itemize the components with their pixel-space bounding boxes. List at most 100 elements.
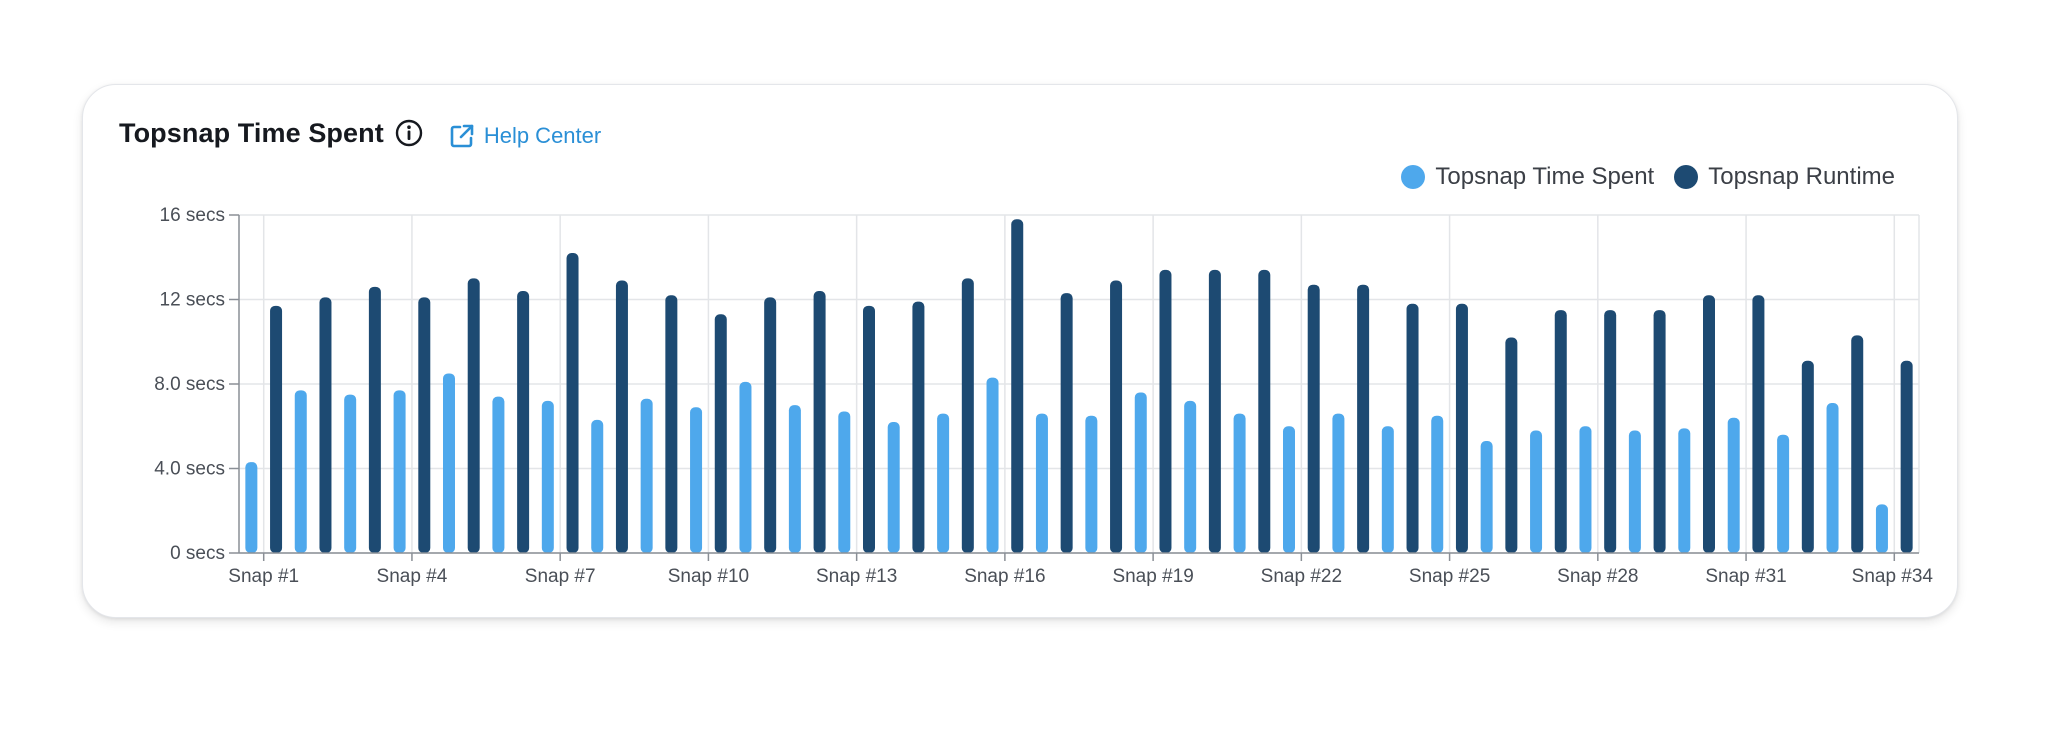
- bar-topsnap-runtime-29: [1653, 310, 1666, 553]
- bar-topsnap-time-spent-31: [1727, 417, 1740, 553]
- bar-topsnap-runtime-21: [1258, 269, 1271, 553]
- bar-topsnap-runtime-23: [1357, 284, 1370, 553]
- bar-topsnap-runtime-16: [1011, 219, 1024, 553]
- bar-topsnap-time-spent-17: [1035, 413, 1048, 553]
- bar-topsnap-time-spent-21: [1233, 413, 1246, 553]
- bar-topsnap-runtime-30: [1703, 295, 1715, 553]
- bar-topsnap-runtime-4: [418, 297, 431, 553]
- bar-topsnap-time-spent-29: [1628, 430, 1641, 553]
- help-center-link[interactable]: Help Center: [448, 122, 601, 150]
- x-tick-label: Snap #13: [816, 566, 897, 587]
- chart-card: Topsnap Time Spent Help Center Topsnap T…: [82, 84, 1958, 618]
- x-tick-label: Snap #22: [1261, 566, 1342, 587]
- bar-topsnap-time-spent-22: [1283, 426, 1295, 553]
- bar-topsnap-time-spent-1: [245, 462, 258, 553]
- legend-item-time-spent[interactable]: Topsnap Time Spent: [1401, 163, 1654, 191]
- bar-topsnap-runtime-28: [1604, 310, 1617, 553]
- bar-topsnap-runtime-33: [1851, 335, 1864, 553]
- bar-topsnap-time-spent-18: [1085, 415, 1098, 553]
- legend-item-runtime[interactable]: Topsnap Runtime: [1674, 163, 1895, 191]
- y-tick-label: 8.0 secs: [154, 374, 225, 395]
- card-header: Topsnap Time Spent Help Center: [119, 111, 601, 155]
- external-link-icon: [448, 122, 476, 150]
- bar-topsnap-runtime-19: [1159, 269, 1172, 553]
- bar-topsnap-runtime-10: [714, 314, 727, 553]
- x-tick-label: Snap #31: [1705, 566, 1786, 587]
- bar-topsnap-time-spent-9: [640, 398, 653, 553]
- bar-topsnap-time-spent-7: [541, 400, 554, 553]
- bar-topsnap-time-spent-32: [1777, 434, 1790, 553]
- legend-swatch-runtime: [1674, 165, 1699, 189]
- bar-topsnap-time-spent-8: [591, 419, 604, 553]
- chart-legend: Topsnap Time Spent Topsnap Runtime: [1381, 163, 1895, 191]
- bar-topsnap-runtime-15: [961, 278, 974, 553]
- bar-topsnap-time-spent-24: [1381, 426, 1394, 553]
- bar-topsnap-runtime-14: [912, 301, 925, 553]
- bar-topsnap-runtime-20: [1208, 269, 1221, 553]
- x-tick-label: Snap #10: [668, 566, 749, 587]
- bar-topsnap-runtime-26: [1505, 337, 1518, 553]
- x-tick-label: Snap #1: [228, 566, 299, 587]
- bar-topsnap-time-spent-19: [1134, 392, 1147, 553]
- bar-topsnap-time-spent-10: [690, 407, 703, 553]
- bar-topsnap-runtime-18: [1110, 280, 1123, 553]
- bar-topsnap-time-spent-13: [838, 411, 851, 553]
- x-tick-label: Snap #28: [1557, 566, 1638, 587]
- bar-topsnap-time-spent-26: [1480, 441, 1493, 553]
- bar-topsnap-runtime-34: [1900, 360, 1913, 553]
- y-tick-label: 0 secs: [170, 543, 225, 564]
- y-tick-label: 4.0 secs: [154, 459, 225, 480]
- bar-topsnap-runtime-9: [665, 295, 678, 553]
- info-circle-icon[interactable]: [394, 118, 424, 148]
- bar-topsnap-runtime-5: [467, 278, 480, 553]
- x-tick-label: Snap #7: [525, 566, 596, 587]
- legend-swatch-time-spent: [1401, 165, 1426, 189]
- y-tick-label: 12 secs: [160, 290, 225, 311]
- bar-topsnap-time-spent-3: [344, 394, 357, 553]
- x-tick-label: Snap #4: [377, 566, 448, 587]
- bar-topsnap-runtime-32: [1801, 360, 1814, 553]
- bar-topsnap-time-spent-23: [1332, 413, 1345, 553]
- x-tick-label: Snap #25: [1409, 566, 1490, 587]
- bar-topsnap-time-spent-27: [1530, 430, 1543, 553]
- bar-topsnap-time-spent-30: [1678, 428, 1691, 553]
- bar-topsnap-time-spent-28: [1579, 426, 1592, 553]
- x-tick-label: Snap #19: [1112, 566, 1193, 587]
- bar-topsnap-runtime-11: [764, 297, 777, 553]
- bar-topsnap-runtime-17: [1060, 293, 1073, 553]
- card-title: Topsnap Time Spent: [119, 117, 384, 148]
- bar-topsnap-runtime-22: [1307, 284, 1320, 553]
- bar-topsnap-time-spent-25: [1431, 415, 1444, 553]
- x-tick-label: Snap #16: [964, 566, 1045, 587]
- bar-topsnap-runtime-2: [319, 297, 332, 553]
- bar-topsnap-runtime-3: [368, 286, 381, 553]
- bar-topsnap-time-spent-6: [492, 396, 505, 553]
- bar-topsnap-time-spent-12: [788, 405, 801, 553]
- bar-topsnap-time-spent-11: [739, 381, 752, 553]
- bar-topsnap-runtime-25: [1455, 303, 1468, 553]
- bar-topsnap-runtime-6: [517, 291, 530, 553]
- x-tick-label: Snap #34: [1852, 566, 1934, 587]
- bar-topsnap-runtime-7: [566, 253, 579, 553]
- bar-topsnap-time-spent-34: [1875, 504, 1888, 553]
- bar-topsnap-runtime-31: [1752, 295, 1765, 553]
- bar-topsnap-time-spent-33: [1826, 403, 1839, 553]
- y-tick-label: 16 secs: [160, 205, 225, 226]
- legend-label-runtime: Topsnap Runtime: [1708, 163, 1895, 190]
- bar-topsnap-runtime-27: [1554, 310, 1567, 553]
- bar-topsnap-runtime-24: [1406, 303, 1419, 553]
- bar-topsnap-runtime-8: [615, 280, 628, 553]
- bar-topsnap-runtime-12: [813, 291, 826, 553]
- bar-topsnap-time-spent-4: [393, 390, 406, 553]
- help-center-label: Help Center: [483, 123, 602, 148]
- bar-topsnap-time-spent-15: [937, 413, 950, 553]
- bar-topsnap-time-spent-20: [1184, 400, 1197, 553]
- legend-label-time-spent: Topsnap Time Spent: [1435, 163, 1655, 190]
- bar-topsnap-time-spent-2: [294, 390, 307, 553]
- bar-topsnap-time-spent-14: [887, 422, 900, 553]
- bar-topsnap-time-spent-5: [443, 373, 455, 553]
- bar-topsnap-runtime-1: [270, 305, 283, 553]
- bar-topsnap-time-spent-16: [986, 377, 999, 553]
- bar-topsnap-runtime-13: [863, 305, 875, 553]
- bar-chart: 0 secs 4.0 secs 8.0 secs 12 secs 16 secs Snap…: [154, 205, 1934, 587]
